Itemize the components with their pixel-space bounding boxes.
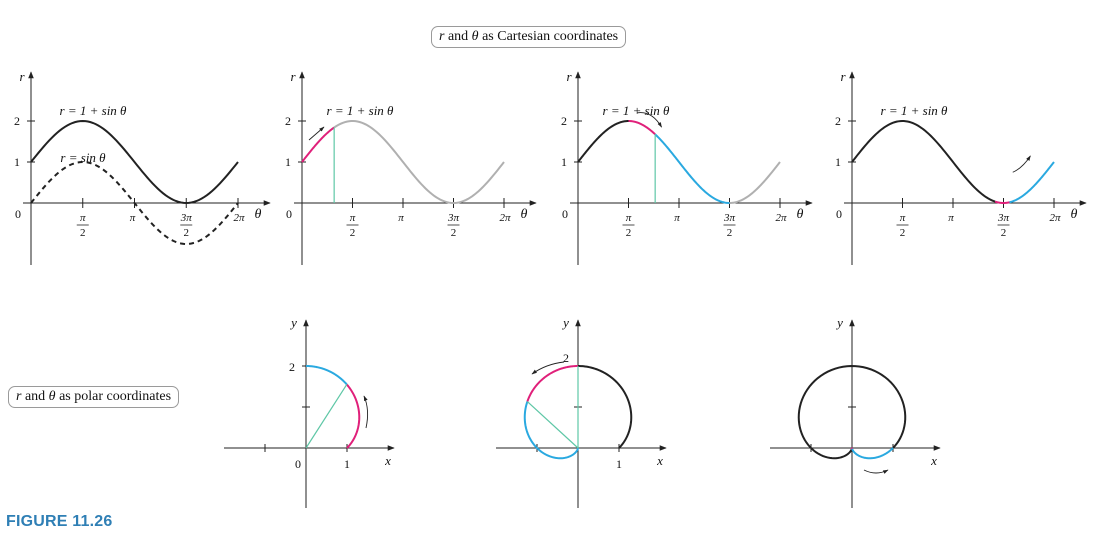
origin-label: 0	[15, 207, 21, 221]
highlighted-segment	[994, 200, 1010, 204]
origin-label: 0	[836, 207, 842, 221]
two-pi-label: 2π	[233, 212, 245, 224]
r-axis-label: r	[19, 69, 25, 84]
drawn-curve	[851, 119, 996, 203]
origin-label: 0	[286, 207, 292, 221]
secondary-equation-label: r = sin θ	[60, 150, 106, 165]
r-tick-label-2: 2	[285, 114, 291, 128]
two-pi-label: 2π	[775, 212, 787, 224]
x-axis-label: x	[384, 453, 391, 468]
r-tick-label-2: 2	[14, 114, 20, 128]
origin-label: 0	[562, 207, 568, 221]
pi-over-2-label-den: 2	[350, 227, 356, 239]
x-tick-label-1: 1	[344, 457, 350, 471]
drawn-curve	[797, 365, 907, 460]
direction-arrow	[1012, 155, 1031, 173]
polar-panel-1: x y 2 0 1	[224, 315, 395, 508]
direction-arrow	[363, 395, 369, 429]
pi-over-2-label-den: 2	[900, 227, 906, 239]
r-tick-label-1: 1	[835, 155, 841, 169]
figure-number: FIGURE 11.26	[6, 513, 113, 530]
x-axis-label: x	[930, 453, 937, 468]
sine-curve-dashed	[30, 160, 239, 246]
three-pi-over-2-label-num: 3π	[723, 212, 736, 224]
three-pi-over-2-label-den: 2	[451, 227, 457, 239]
pi-over-2-label-den: 2	[80, 227, 86, 239]
radius-line	[526, 401, 579, 449]
direction-arrow	[531, 361, 565, 375]
polar-panel-2: x y 2 1	[496, 315, 667, 508]
highlighted-segment	[301, 126, 335, 163]
pi-label: π	[948, 212, 954, 224]
pi-label: π	[398, 212, 404, 224]
equation-label: r = 1 + sin θ	[881, 103, 949, 118]
theta-axis-label: θ	[255, 207, 262, 222]
two-pi-label: 2π	[1049, 212, 1061, 224]
radius-line	[305, 384, 348, 449]
r-tick-label-2: 2	[835, 114, 841, 128]
y-axis-label: y	[835, 315, 843, 330]
polar-panel-3: xy	[770, 315, 941, 508]
origin-label: 0	[295, 457, 301, 471]
drawn-curve	[577, 120, 629, 163]
pi-over-2-label-num: π	[80, 212, 86, 224]
pi-label: π	[674, 212, 680, 224]
r-tick-label-2: 2	[561, 114, 567, 128]
theta-axis-label: θ	[797, 207, 804, 222]
cyan-segment	[523, 401, 579, 460]
y-tick-label-2: 2	[563, 351, 569, 365]
pi-label: π	[130, 212, 136, 224]
equation-label: r = 1 + sin θ	[327, 103, 395, 118]
r-axis-label: r	[566, 69, 572, 84]
cyan-segment	[306, 365, 348, 386]
three-pi-over-2-label-den: 2	[184, 227, 190, 239]
y-axis-label: y	[561, 315, 569, 330]
theta-axis-label: θ	[1071, 207, 1078, 222]
pi-over-2-label-num: π	[350, 212, 356, 224]
r-tick-label-1: 1	[285, 155, 291, 169]
equation-label: r = 1 + sin θ	[603, 103, 671, 118]
cardioid-curve	[30, 119, 239, 205]
highlighted-segment	[346, 383, 361, 449]
cyan-segment	[654, 133, 730, 204]
equation-label: r = 1 + sin θ	[60, 103, 128, 118]
three-pi-over-2-label-num: 3π	[447, 212, 460, 224]
r-axis-label: r	[290, 69, 296, 84]
cyan-segment	[851, 447, 894, 460]
three-pi-over-2-label-num: 3π	[180, 212, 193, 224]
highlighted-segment	[526, 365, 579, 402]
pi-over-2-label-num: π	[900, 212, 906, 224]
y-tick-label-2: 2	[289, 360, 295, 374]
polar-coordinates-label: r and θ as polar coordinates	[8, 386, 180, 408]
drawn-curve	[577, 365, 633, 449]
theta-axis-label: θ	[521, 207, 528, 222]
r-tick-label-1: 1	[14, 155, 20, 169]
x-tick-label-1: 1	[616, 457, 622, 471]
direction-arrow	[637, 112, 662, 128]
three-pi-over-2-label-den: 2	[1001, 227, 1007, 239]
r-tick-label-1: 1	[561, 155, 567, 169]
direction-arrow	[308, 126, 325, 141]
y-axis-label: y	[289, 315, 297, 330]
x-axis-label: x	[656, 453, 663, 468]
pi-over-2-label-den: 2	[626, 227, 632, 239]
cartesian-coordinates-label: r and θ as Cartesian coordinates	[431, 26, 627, 48]
highlighted-segment	[628, 120, 656, 136]
remaining-curve	[729, 161, 781, 204]
two-pi-label: 2π	[499, 212, 511, 224]
r-axis-label: r	[840, 69, 846, 84]
direction-arrow	[863, 469, 889, 474]
cyan-segment	[1009, 161, 1055, 204]
three-pi-over-2-label-num: 3π	[997, 212, 1010, 224]
pi-over-2-label-num: π	[626, 212, 632, 224]
remaining-curve	[333, 120, 505, 205]
three-pi-over-2-label-den: 2	[727, 227, 733, 239]
